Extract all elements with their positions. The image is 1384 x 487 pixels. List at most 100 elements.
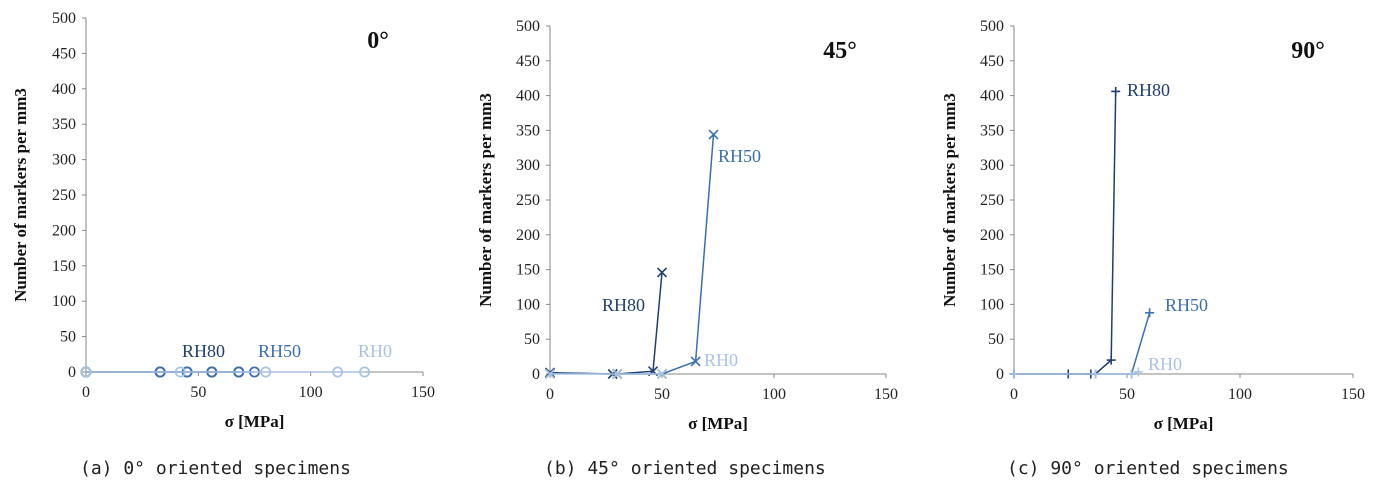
series-line-rh50	[549, 134, 715, 375]
y-tick-label: 450	[52, 45, 76, 62]
y-tick-label: 450	[980, 53, 1004, 70]
y-tick-label: 0	[532, 366, 540, 383]
y-tick-label: 250	[52, 187, 76, 204]
series-label-rh0: RH0	[358, 341, 392, 361]
y-tick-label: 250	[516, 192, 540, 209]
y-axis-title: Number of markers per mm3	[476, 93, 495, 307]
y-tick-label: 200	[980, 227, 1004, 244]
orientation-label: 0°	[367, 28, 389, 54]
y-tick-label: 150	[516, 262, 540, 279]
y-tick-label: 450	[516, 53, 540, 70]
panel-caption: (c) 90° oriented specimens	[1007, 458, 1289, 479]
x-tick-label: 0	[82, 384, 90, 401]
data-point-rh0	[544, 368, 556, 380]
orientation-label: 90°	[1291, 38, 1325, 64]
data-point-rh50	[690, 356, 701, 367]
panel-caption: (a) 0° oriented specimens	[80, 458, 351, 479]
data-point-rh50	[1145, 308, 1155, 318]
orientation-label: 45°	[823, 38, 857, 64]
data-point-rh0	[332, 366, 344, 378]
x-tick-label: 100	[299, 384, 323, 401]
data-point-rh80	[656, 267, 668, 278]
data-point-rh0-b	[612, 368, 623, 380]
chart-panel-3: 0 50 100 150 200 250 300 350 400 450 500 0 50 100 150 σ…	[940, 18, 1365, 479]
x-tick-label: 100	[1228, 386, 1252, 403]
series-line-rh50	[1014, 312, 1151, 375]
y-tick-label: 200	[52, 222, 76, 239]
data-point-rh0-b	[544, 368, 556, 380]
series-line-rh80	[1014, 91, 1117, 375]
y-tick-label: 50	[60, 329, 76, 346]
x-tick-label: 150	[1341, 386, 1365, 403]
x-tick-label: 50	[190, 384, 206, 401]
data-point-rh0	[1009, 369, 1019, 379]
chart-panel-2: 0 50 100 150 200 250 300 350 400 450 500 0 50 100 150 σ…	[476, 18, 898, 479]
y-tick-label: 100	[516, 296, 540, 313]
y-tick-label: 0	[68, 364, 76, 381]
data-point-rh0	[359, 366, 371, 378]
y-tick-label: 500	[52, 10, 76, 27]
data-point-rh0	[1090, 369, 1100, 379]
data-point-rh0	[1127, 369, 1137, 379]
y-tick-label: 350	[516, 122, 540, 139]
y-tick-label: 0	[996, 366, 1004, 383]
y-tick-label: 250	[980, 192, 1004, 209]
y-tick-label: 300	[516, 157, 540, 174]
data-point-rh50	[708, 129, 719, 140]
data-point-rh0	[174, 366, 186, 378]
y-tick-label: 150	[52, 258, 76, 275]
data-point-rh80-b	[656, 267, 668, 278]
data-point-rh0	[1133, 367, 1143, 377]
series-label-rh80: RH80	[1127, 80, 1170, 100]
x-tick-label: 50	[654, 386, 670, 403]
series-line-rh80	[549, 272, 663, 375]
data-point-rh50-b	[690, 356, 701, 367]
x-tick-label: 0	[546, 386, 554, 403]
y-tick-label: 50	[988, 331, 1004, 348]
x-axis-title: σ [MPa]	[225, 412, 285, 431]
series-label-rh0: RH0	[1148, 354, 1182, 374]
x-tick-label: 50	[1119, 386, 1135, 403]
data-point-rh0	[260, 366, 272, 378]
data-point-rh80	[1106, 355, 1116, 365]
x-tick-label: 150	[874, 386, 898, 403]
data-point-rh0	[656, 368, 668, 380]
x-axis-title: σ [MPa]	[1154, 414, 1214, 433]
y-axis-title: Number of markers per mm3	[11, 88, 30, 302]
y-tick-label: 100	[52, 293, 76, 310]
series-line-rh0	[1014, 371, 1139, 375]
y-tick-label: 500	[516, 18, 540, 35]
y-tick-label: 50	[524, 331, 540, 348]
y-tick-label: 350	[980, 122, 1004, 139]
y-tick-label: 350	[52, 116, 76, 133]
y-tick-label: 400	[980, 88, 1004, 105]
data-point-rh0-b	[656, 368, 668, 380]
series-label-rh50: RH50	[718, 146, 761, 166]
y-axis-title: Number of markers per mm3	[940, 93, 959, 307]
data-point-rh0	[612, 368, 623, 380]
y-tick-label: 300	[980, 157, 1004, 174]
y-tick-label: 400	[52, 81, 76, 98]
data-point-rh50-b	[708, 129, 719, 140]
y-tick-label: 400	[516, 88, 540, 105]
series-label-rh50: RH50	[258, 341, 301, 361]
x-tick-label: 0	[1010, 386, 1018, 403]
y-tick-label: 150	[980, 262, 1004, 279]
panel-caption: (b) 45° oriented specimens	[544, 458, 826, 479]
data-point-rh80	[1111, 86, 1121, 96]
y-tick-label: 300	[52, 152, 76, 169]
x-tick-label: 150	[411, 384, 435, 401]
x-axis-title: σ [MPa]	[688, 414, 748, 433]
data-point-rh0	[80, 366, 92, 378]
x-tick-label: 100	[762, 386, 786, 403]
series-label-rh0: RH0	[704, 350, 738, 370]
y-tick-label: 100	[980, 296, 1004, 313]
chart-panel-1: 0 50 100 150 200 250 300 350 400 450 500 0 50 100 150 σ…	[11, 10, 435, 479]
series-label-rh80: RH80	[182, 341, 225, 361]
y-tick-label: 200	[516, 227, 540, 244]
y-tick-label: 500	[980, 18, 1004, 35]
series-label-rh80: RH80	[602, 295, 645, 315]
series-label-rh50: RH50	[1165, 295, 1208, 315]
